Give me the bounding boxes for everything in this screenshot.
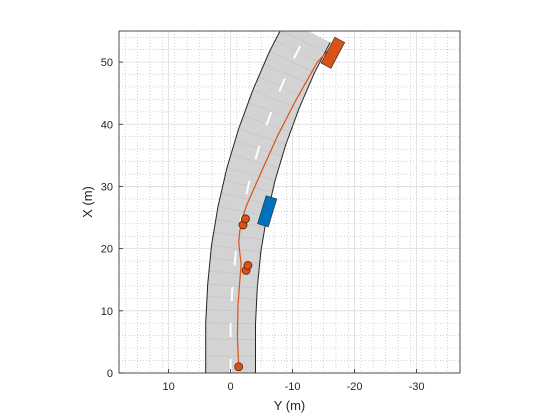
trajectory [234,46,333,372]
x-tick-label: -10 [285,381,301,393]
road-texture-line [252,89,300,109]
y-tick-label: 50 [101,57,113,69]
road-texture-line [213,231,263,241]
road-texture-line [217,206,267,217]
road-texture-line [211,245,261,253]
lane-marking [229,31,309,373]
x-tick-label: 0 [228,381,234,393]
road-texture-line [238,128,286,145]
road-texture-line [269,51,315,73]
vehicle [320,36,346,69]
y-tick-label: 30 [101,181,113,193]
road-texture-line [226,167,276,181]
x-tick-label: 10 [162,381,174,393]
y-axis-label: X (m) [80,186,95,218]
axis-ticks: 10 0 -10 -20 -30 0 10 20 30 40 50 [101,57,425,393]
trajectory-waypoint [234,362,244,372]
road-texture-line [230,154,279,169]
y-tick-label: 40 [101,119,113,131]
y-tick-label: 0 [107,368,113,380]
road-texture-line [220,192,270,205]
road-texture-line [208,270,259,276]
x-axis-label: Y (m) [274,398,306,413]
x-tick-label: -20 [347,381,363,393]
vehicle [257,195,278,228]
vehicles [257,36,346,228]
road-texture-line [282,31,326,53]
trajectory-waypoint [243,261,253,270]
y-tick-label: 20 [101,244,113,256]
plot-area-border [118,30,461,374]
road-texture-line [207,283,258,289]
x-tick-label: -30 [409,381,425,393]
road-texture-line [264,63,310,85]
road-texture-line [206,309,257,312]
trajectory-waypoint [241,214,250,224]
y-tick-label: 10 [101,306,113,318]
road-texture-line [205,338,256,340]
road-edge-right [205,31,281,373]
